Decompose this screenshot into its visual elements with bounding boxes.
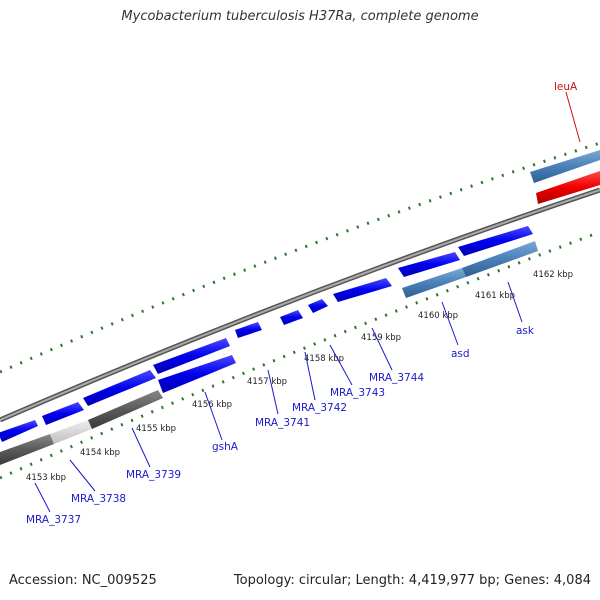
gene-arrow: [530, 150, 600, 183]
leader-line: [441, 301, 459, 346]
gene-arrow: [88, 390, 163, 429]
leader-line: [131, 427, 151, 468]
gene-arrow: [50, 420, 92, 444]
gene-label: MRA_3744: [369, 372, 424, 384]
forward-gene-track: [0, 226, 533, 442]
leader-line: [371, 327, 393, 371]
leader-line: [329, 344, 353, 386]
gene-label: MRA_3742: [292, 402, 347, 414]
gene-arrow: [158, 355, 236, 393]
inner-tick-track: [0, 230, 600, 480]
gene-arrow: [308, 299, 328, 313]
kbp-label: 4155 kbp: [136, 424, 176, 434]
gene-arrow: [458, 226, 533, 256]
top-right-features: [530, 150, 600, 204]
gene-label: MRA_3737: [26, 514, 81, 526]
leader-line: [204, 391, 223, 441]
gene-arrow: [0, 420, 38, 442]
kbp-labels: 4153 kbp 4154 kbp 4155 kbp 4156 kbp 4157…: [26, 270, 573, 483]
leader-line: [507, 281, 523, 323]
gene-arrow: [0, 434, 54, 465]
leader-line: [267, 369, 279, 415]
map-title: Mycobacterium tuberculosis H37Ra, comple…: [121, 9, 479, 24]
gene-label: MRA_3741: [255, 417, 310, 429]
reverse-gene-track: [0, 241, 538, 465]
kbp-label: 4156 kbp: [192, 400, 232, 410]
gene-arrow: [398, 252, 460, 277]
kbp-label: 4162 kbp: [533, 270, 573, 280]
leader-lines: [34, 281, 523, 513]
kbp-label: 4154 kbp: [80, 448, 120, 458]
kbp-label: 4157 kbp: [247, 377, 287, 387]
genome-summary-text: Topology: circular; Length: 4,419,977 bp…: [233, 573, 591, 588]
leader-line: [304, 351, 316, 401]
gene-arrow: [235, 322, 262, 338]
gene-label: MRA_3738: [71, 493, 126, 505]
kbp-label: 4160 kbp: [418, 311, 458, 321]
backbone: [0, 187, 600, 423]
gene-arrow: [42, 402, 84, 425]
gene-label: asd: [451, 348, 470, 360]
gene-label: MRA_3743: [330, 387, 385, 399]
gene-arrow: [402, 268, 466, 298]
kbp-label: 4158 kbp: [304, 354, 344, 364]
leader-line: [565, 91, 581, 143]
leader-line: [69, 459, 96, 492]
gene-label: gshA: [212, 441, 239, 453]
gene-label: MRA_3739: [126, 469, 181, 481]
leader-line: [34, 482, 51, 513]
gene-arrow: [83, 370, 156, 406]
gene-arrow: [333, 278, 392, 302]
kbp-label: 4159 kbp: [361, 333, 401, 343]
rna-feature: [536, 171, 600, 204]
gene-label: ask: [516, 325, 535, 337]
gene-arrow: [462, 241, 538, 277]
gene-label: leuA: [554, 81, 578, 93]
gene-arrow: [153, 338, 230, 374]
accession-text: Accession: NC_009525: [9, 573, 157, 588]
kbp-label: 4161 kbp: [475, 291, 515, 301]
gene-arrow: [280, 310, 303, 325]
kbp-label: 4153 kbp: [26, 473, 66, 483]
gene-labels: MRA_3737 MRA_3738 MRA_3739 gshA MRA_3741…: [26, 81, 578, 526]
